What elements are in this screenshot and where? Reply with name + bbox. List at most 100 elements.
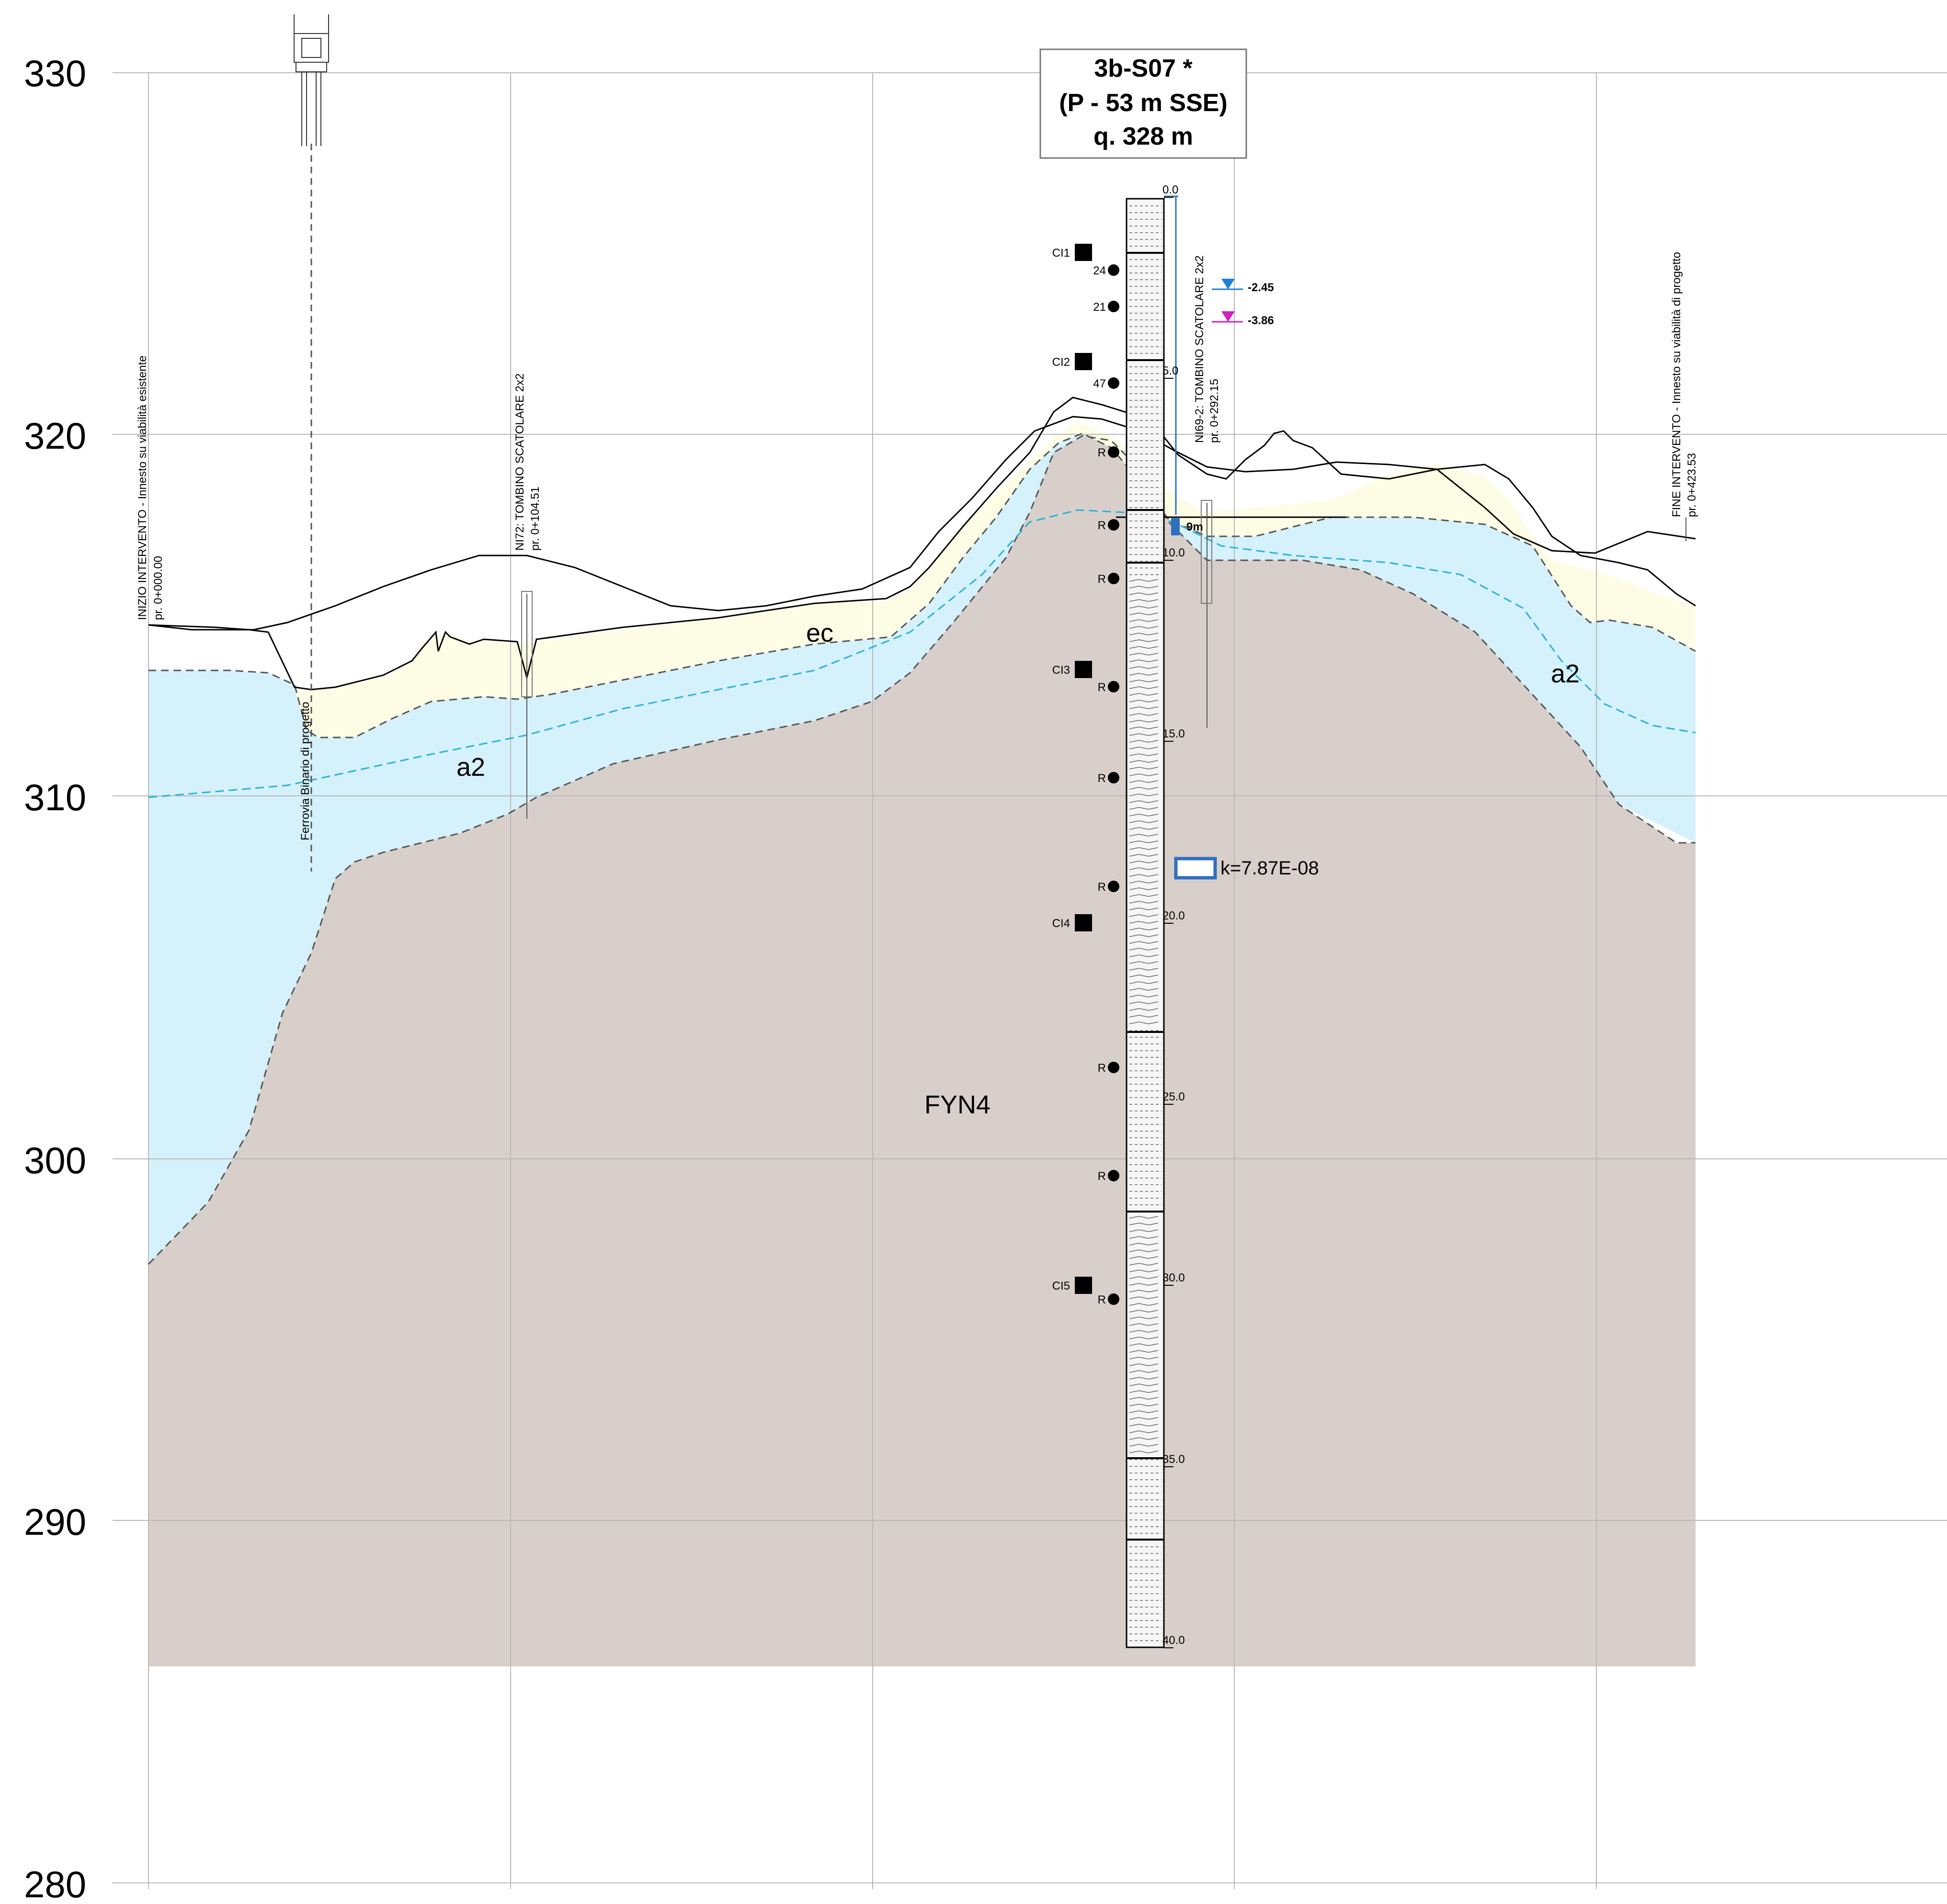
lithology-hatch [1129, 867, 1159, 870]
lithology-hatch [1129, 646, 1159, 649]
spt-point [1108, 881, 1119, 892]
lithology-hatch [1129, 1223, 1159, 1225]
spt-value: R [1098, 772, 1106, 785]
sample-label: CI4 [1052, 917, 1070, 930]
spt-point [1108, 264, 1119, 276]
spt-value: R [1098, 573, 1106, 586]
lithology-hatch [1129, 653, 1159, 656]
spt-point [1108, 1170, 1119, 1181]
lithology-hatch [1129, 726, 1159, 729]
lithology-hatch [1129, 760, 1159, 763]
depth-label: 0.0 [1162, 183, 1178, 196]
spt-value: R [1098, 1062, 1106, 1075]
borehole-title: 3b-S07 * (P - 53 m SSE) q. 328 m [1039, 48, 1247, 159]
lithology-hatch [1129, 1377, 1159, 1380]
railway-label: Ferrovia Binario di progetto [299, 702, 312, 840]
lithology-hatch [1129, 1363, 1159, 1366]
lithology-hatch [1129, 934, 1159, 937]
spt-value: 24 [1093, 264, 1106, 277]
unit-label-a2: a2 [1551, 659, 1580, 688]
lithology-hatch [1129, 740, 1159, 743]
lithology-hatch [1129, 881, 1159, 884]
lithology-hatch [1129, 887, 1159, 890]
piezometer-label: 9m [1186, 521, 1203, 533]
lithology-hatch [1129, 800, 1159, 803]
lithology-hatch [1129, 633, 1159, 635]
spt-value: R [1098, 1170, 1106, 1183]
lithology-hatch [1129, 1303, 1159, 1306]
lithology-hatch [1129, 1397, 1159, 1400]
lithology-hatch [1129, 840, 1159, 843]
lithology-hatch [1129, 1243, 1159, 1246]
culvert-2-chainage: pr. 0+292.15 [1208, 379, 1221, 443]
lithology-hatch [1129, 1021, 1159, 1024]
lithology-hatch [1129, 981, 1159, 984]
spt-point [1108, 573, 1119, 584]
lithology-hatch [1129, 1290, 1159, 1292]
lithology-hatch [1129, 914, 1159, 917]
lithology-hatch [1129, 606, 1159, 609]
lithology-hatch [1129, 700, 1159, 703]
lithology-hatch [1129, 1383, 1159, 1386]
lithology-hatch [1129, 874, 1159, 877]
lithology-hatch [1129, 733, 1159, 736]
geology-layers [148, 421, 1696, 1666]
sample-label: CI2 [1052, 356, 1070, 369]
lithology-hatch [1129, 693, 1159, 696]
end-marker-label: FINE INTERVENTO - Innesto su viabilità d… [1670, 252, 1683, 517]
lithology-hatch [1129, 1310, 1159, 1313]
borehole-column [1126, 198, 1165, 1648]
spt-point [1108, 519, 1119, 531]
lithology-hatch [1129, 579, 1159, 582]
lithology-hatch [1129, 1296, 1159, 1299]
depth-label: 20.0 [1162, 909, 1185, 922]
lithology-hatch [1129, 1256, 1159, 1259]
lithology-hatch [1129, 592, 1159, 595]
lithology-hatch [1129, 827, 1159, 830]
borehole-elevation: q. 328 m [1093, 123, 1193, 150]
depth-label: 30.0 [1162, 1271, 1185, 1284]
water-level-1-value: -2.45 [1248, 281, 1274, 294]
culvert-1-label: NI72: TOMBINO SCATOLARE 2x2 [513, 374, 526, 551]
unit-label-ec: ec [806, 619, 833, 647]
elevation-label: 290 [24, 1501, 86, 1543]
borehole-id: 3b-S07 * [1094, 55, 1193, 82]
lithology-hatch [1129, 787, 1159, 790]
lithology-hatch [1129, 907, 1159, 910]
sample-marker [1075, 1277, 1092, 1294]
lithology-hatch [1129, 954, 1159, 957]
lithology-hatch [1129, 941, 1159, 944]
spt-point [1108, 377, 1119, 389]
lithology-hatch [1129, 780, 1159, 783]
elevation-label: 310 [24, 776, 86, 818]
sample-marker [1075, 244, 1092, 261]
lithology-hatch [1129, 1263, 1159, 1266]
sample-label: CI3 [1052, 664, 1070, 677]
lithology-hatch [1129, 626, 1159, 629]
lithology-hatch [1129, 854, 1159, 857]
culvert-2-label: NI69-2: TOMBINO SCATOLARE 2x2 [1193, 255, 1206, 443]
piezometer-marker: 9m [1171, 518, 1203, 535]
spt-point [1108, 301, 1119, 312]
spt-point [1108, 446, 1119, 458]
lithology-hatch [1129, 686, 1159, 689]
phreatic-line [148, 509, 1696, 798]
spt-value: 47 [1093, 377, 1106, 390]
lithology-hatch [1129, 713, 1159, 716]
spt-point [1108, 1293, 1119, 1305]
depth-label: 10.0 [1162, 546, 1185, 559]
lithology-hatch [1129, 975, 1159, 977]
grid [113, 72, 1947, 1889]
depth-label: 40.0 [1162, 1634, 1185, 1647]
lithology-hatch [1129, 773, 1159, 776]
lithology-hatch [1129, 1269, 1159, 1272]
lithology-hatch [1129, 988, 1159, 991]
water-level-1-icon [1221, 279, 1235, 289]
end-marker-chainage: pr. 0+423.53 [1685, 453, 1698, 517]
lithology-hatch [1129, 928, 1159, 930]
lithology-hatch [1129, 1410, 1159, 1413]
spt-value: R [1098, 881, 1106, 894]
sample-label: CI1 [1052, 247, 1070, 260]
section-markers [310, 144, 1686, 872]
